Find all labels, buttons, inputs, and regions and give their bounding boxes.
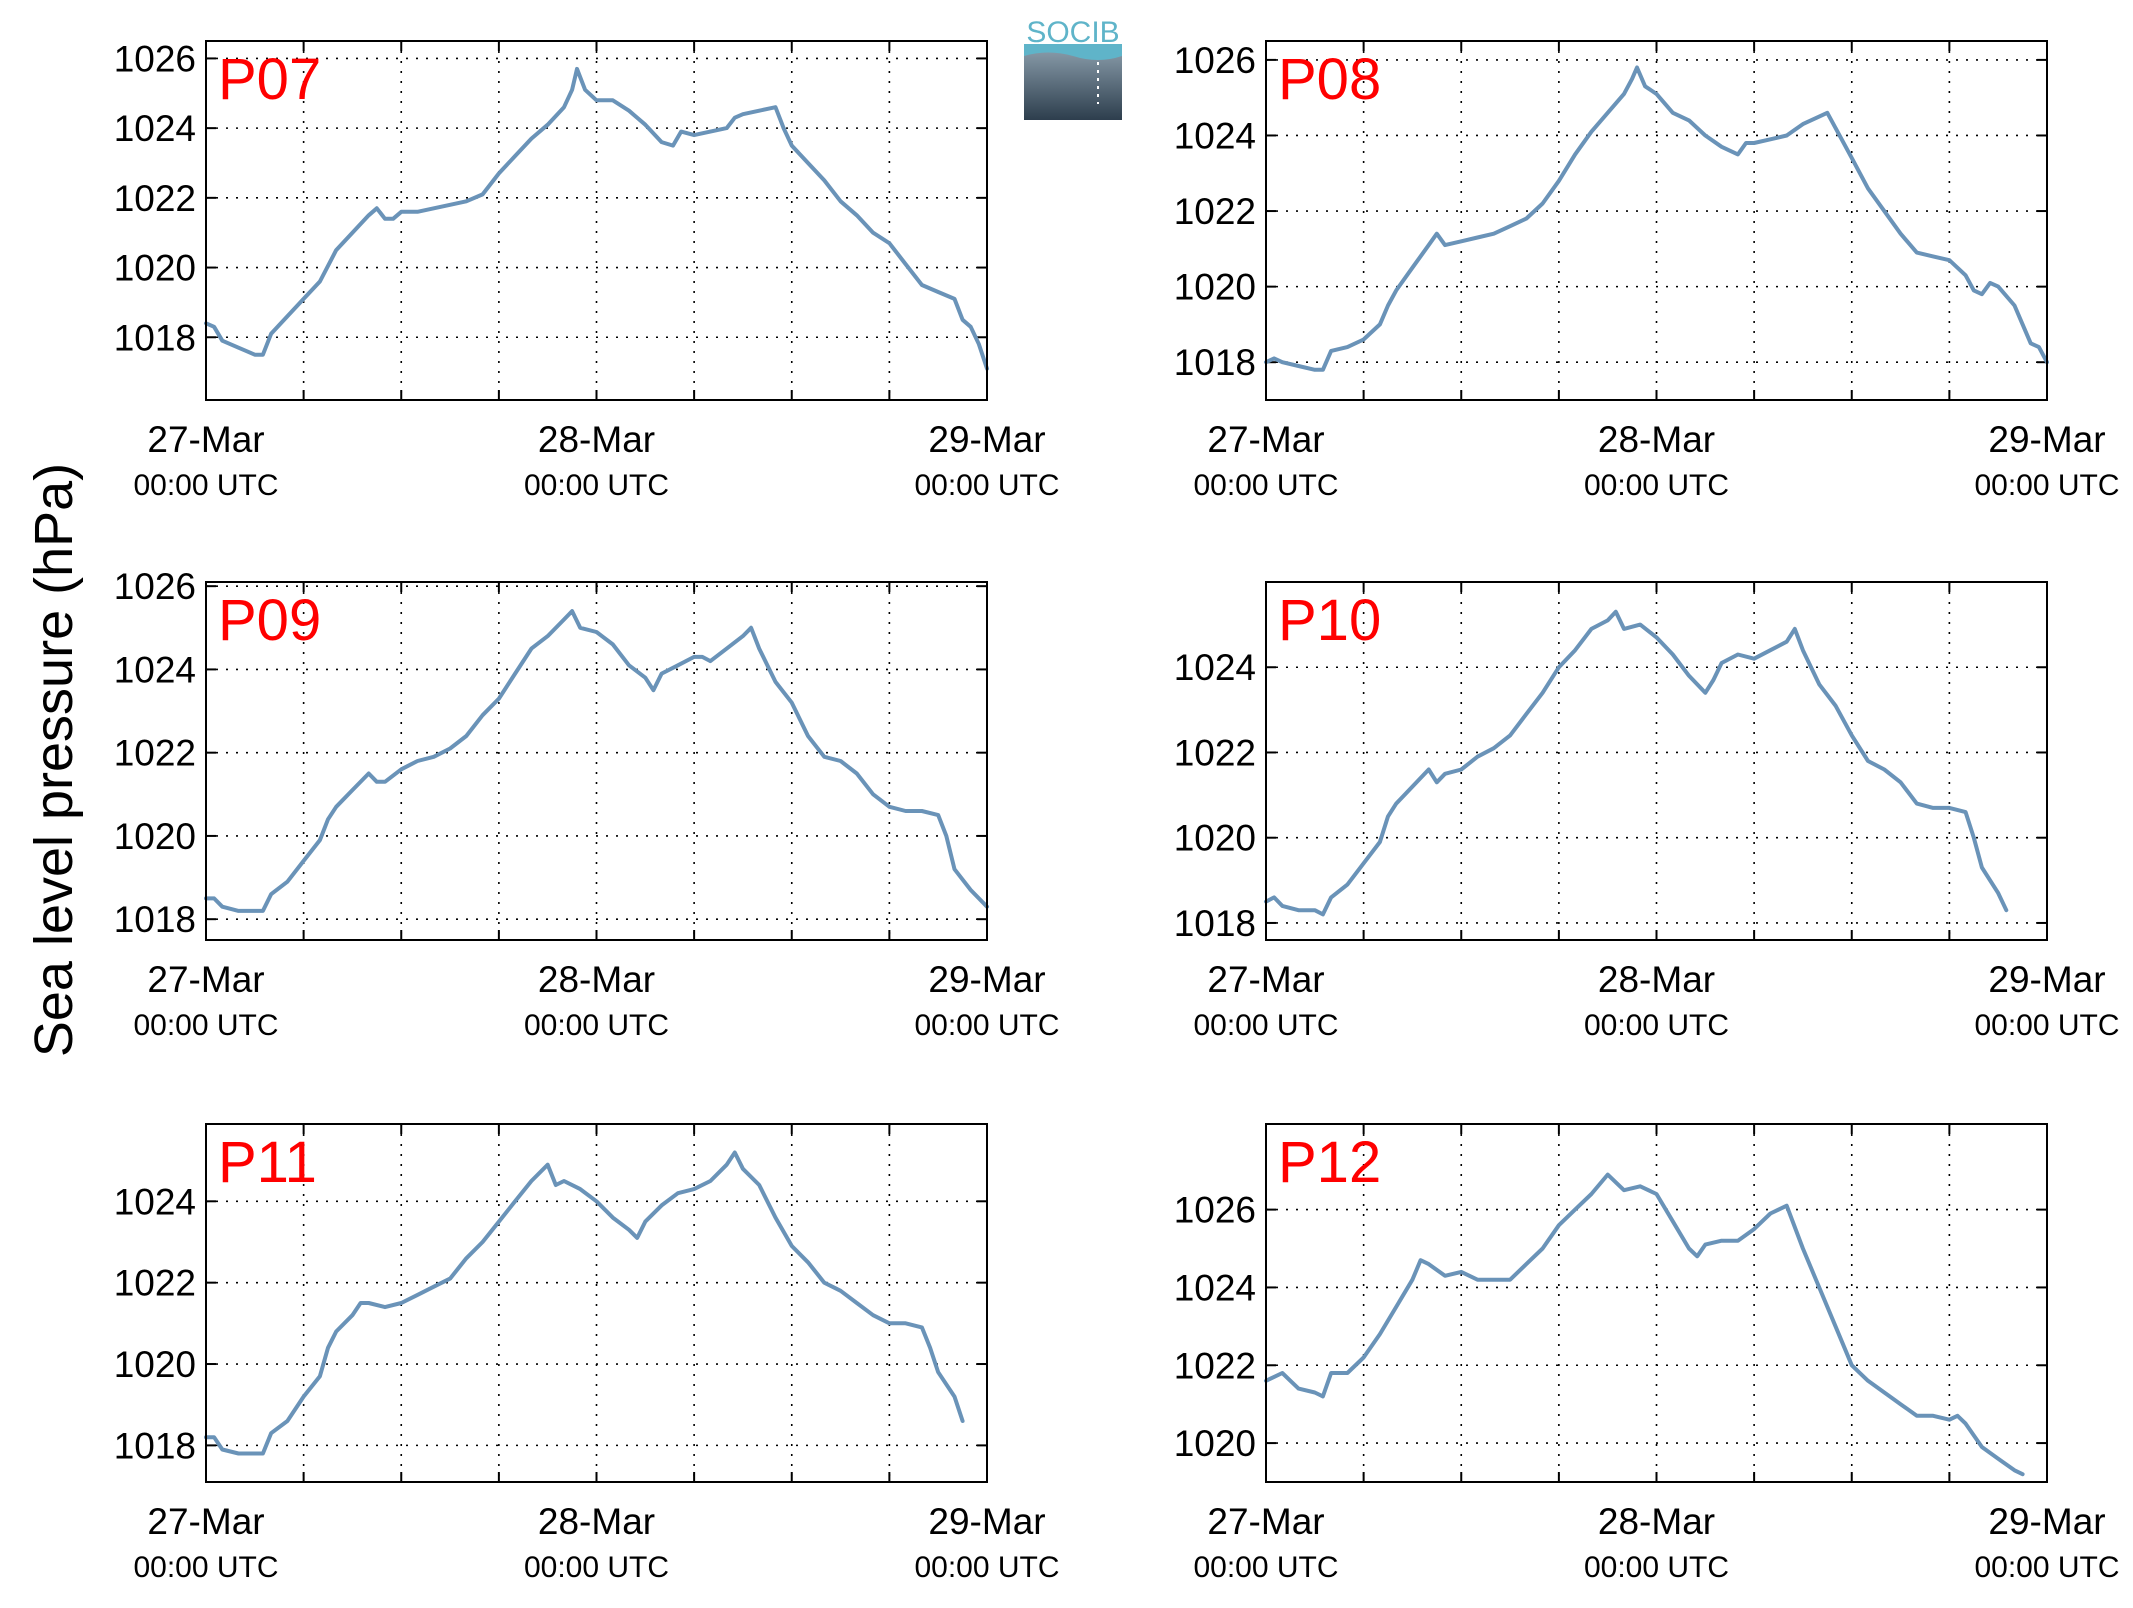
x-tick-label-date: 27-Mar: [1207, 1501, 1324, 1542]
x-tick-label-date: 29-Mar: [928, 1501, 1045, 1542]
chart-panel-p10: 1018 1020 1022 1024 27-Mar 00:00 UTC 28-Mar 00:…: [1174, 581, 2120, 1042]
x-tick-label-time: 00:00 UTC: [1193, 469, 1338, 502]
x-tick-label-date: 28-Mar: [1598, 419, 1715, 460]
x-tick-label-time: 00:00 UTC: [133, 1009, 278, 1042]
y-tick-label: 1024: [1174, 1267, 1256, 1308]
socib-logo: SOCIB: [1024, 16, 1122, 120]
panel-label: P07: [218, 47, 321, 112]
x-tick-label-date: 27-Mar: [1207, 959, 1324, 1000]
panel-label: P08: [1278, 47, 1381, 112]
y-tick-label: 1026: [1174, 40, 1256, 81]
x-tick-label-date: 28-Mar: [538, 1501, 655, 1542]
x-tick-label-date: 28-Mar: [1598, 1501, 1715, 1542]
y-tick-label: 1020: [114, 816, 196, 857]
x-tick-label-time: 00:00 UTC: [1193, 1009, 1338, 1042]
y-tick-label: 1018: [1174, 342, 1256, 383]
x-tick-label-time: 00:00 UTC: [1584, 469, 1729, 502]
x-tick-label-date: 27-Mar: [147, 959, 264, 1000]
panel-label: P11: [218, 1130, 317, 1195]
x-tick-label-date: 27-Mar: [147, 419, 264, 460]
x-tick-label-time: 00:00 UTC: [1193, 1551, 1338, 1584]
x-tick-label-time: 00:00 UTC: [1974, 469, 2119, 502]
axes-frame: [205, 40, 988, 401]
x-tick-label-time: 00:00 UTC: [1584, 1551, 1729, 1584]
x-tick-label-time: 00:00 UTC: [914, 1009, 1059, 1042]
x-tick-label-time: 00:00 UTC: [1974, 1551, 2119, 1584]
series-line: [204, 66, 989, 371]
series-line: [1264, 609, 2009, 917]
y-tick-label: 1018: [114, 317, 196, 358]
x-tick-label-time: 00:00 UTC: [1974, 1009, 2119, 1042]
y-tick-label: 1020: [1174, 267, 1256, 308]
y-tick-label: 1022: [1174, 1345, 1256, 1386]
x-tick-label-time: 00:00 UTC: [524, 1551, 669, 1584]
series-line: [1264, 1172, 2025, 1477]
chart-panel-p09: 1018 1020 1022 1024 1026 27-Mar 00:00 UTC 28-Ma…: [114, 566, 1060, 1042]
x-tick-label-time: 00:00 UTC: [914, 1551, 1059, 1584]
y-tick-label: 1022: [114, 178, 196, 219]
y-tick-label: 1026: [114, 38, 196, 79]
chart-panel-p08: 1018 1020 1022 1024 1026 27-Mar 00:00 UTC 28-Ma…: [1174, 40, 2120, 502]
y-tick-label: 1018: [114, 1425, 196, 1466]
panel-label: P09: [218, 588, 321, 653]
y-tick-label: 1026: [114, 566, 196, 607]
y-tick-label: 1022: [114, 733, 196, 774]
series-line: [204, 609, 989, 913]
axes-frame: [1265, 40, 2048, 401]
y-tick-label: 1022: [1174, 191, 1256, 232]
y-tick-label: 1024: [114, 1181, 196, 1222]
x-tick-label-date: 28-Mar: [538, 959, 655, 1000]
x-tick-label-date: 29-Mar: [928, 959, 1045, 1000]
y-tick-label: 1022: [1174, 732, 1256, 773]
chart-panel-p11: 1018 1020 1022 1024 27-Mar 00:00 UTC 28-Mar 00:…: [114, 1123, 1060, 1584]
panel-label: P12: [1278, 1130, 1381, 1195]
x-tick-label-date: 29-Mar: [1988, 1501, 2105, 1542]
x-tick-label-time: 00:00 UTC: [1584, 1009, 1729, 1042]
axes-frame: [1265, 1123, 2048, 1483]
y-tick-label: 1020: [114, 1344, 196, 1385]
y-tick-label: 1024: [1174, 115, 1256, 156]
x-tick-label-time: 00:00 UTC: [133, 1551, 278, 1584]
axes-frame: [205, 1123, 988, 1483]
x-tick-label-date: 28-Mar: [538, 419, 655, 460]
panel-label: P10: [1278, 588, 1381, 653]
axes-frame: [205, 581, 988, 941]
x-tick-label-date: 29-Mar: [1988, 419, 2105, 460]
x-tick-label-date: 27-Mar: [1207, 419, 1324, 460]
y-tick-label: 1018: [1174, 903, 1256, 944]
x-tick-label-time: 00:00 UTC: [524, 469, 669, 502]
y-tick-label: 1024: [114, 649, 196, 690]
y-tick-label: 1024: [1174, 647, 1256, 688]
y-tick-label: 1024: [114, 108, 196, 149]
y-tick-label: 1020: [1174, 1423, 1256, 1464]
axes-frame: [1265, 581, 2048, 941]
y-tick-label: 1020: [1174, 818, 1256, 859]
chart-panel-p12: 1020 1022 1024 1026 27-Mar 00:00 UTC 28-Mar 00:…: [1174, 1123, 2120, 1584]
x-tick-label-time: 00:00 UTC: [133, 469, 278, 502]
y-tick-label: 1022: [114, 1263, 196, 1304]
socib-logo-text: SOCIB: [1026, 16, 1119, 49]
x-tick-label-date: 29-Mar: [928, 419, 1045, 460]
y-axis-label: Sea level pressure (hPa): [24, 463, 84, 1057]
x-tick-label-time: 00:00 UTC: [914, 469, 1059, 502]
series-line: [204, 1150, 965, 1456]
series-line: [1264, 65, 2049, 372]
x-tick-label-time: 00:00 UTC: [524, 1009, 669, 1042]
y-tick-label: 1020: [114, 248, 196, 289]
x-tick-label-date: 28-Mar: [1598, 959, 1715, 1000]
x-tick-label-date: 27-Mar: [147, 1501, 264, 1542]
x-tick-label-date: 29-Mar: [1988, 959, 2105, 1000]
chart-panel-p07: 1018 1020 1022 1024 1026 27-Mar 00:00 UTC 28-Ma…: [114, 38, 1060, 502]
y-tick-label: 1026: [1174, 1190, 1256, 1231]
y-tick-label: 1018: [114, 899, 196, 940]
